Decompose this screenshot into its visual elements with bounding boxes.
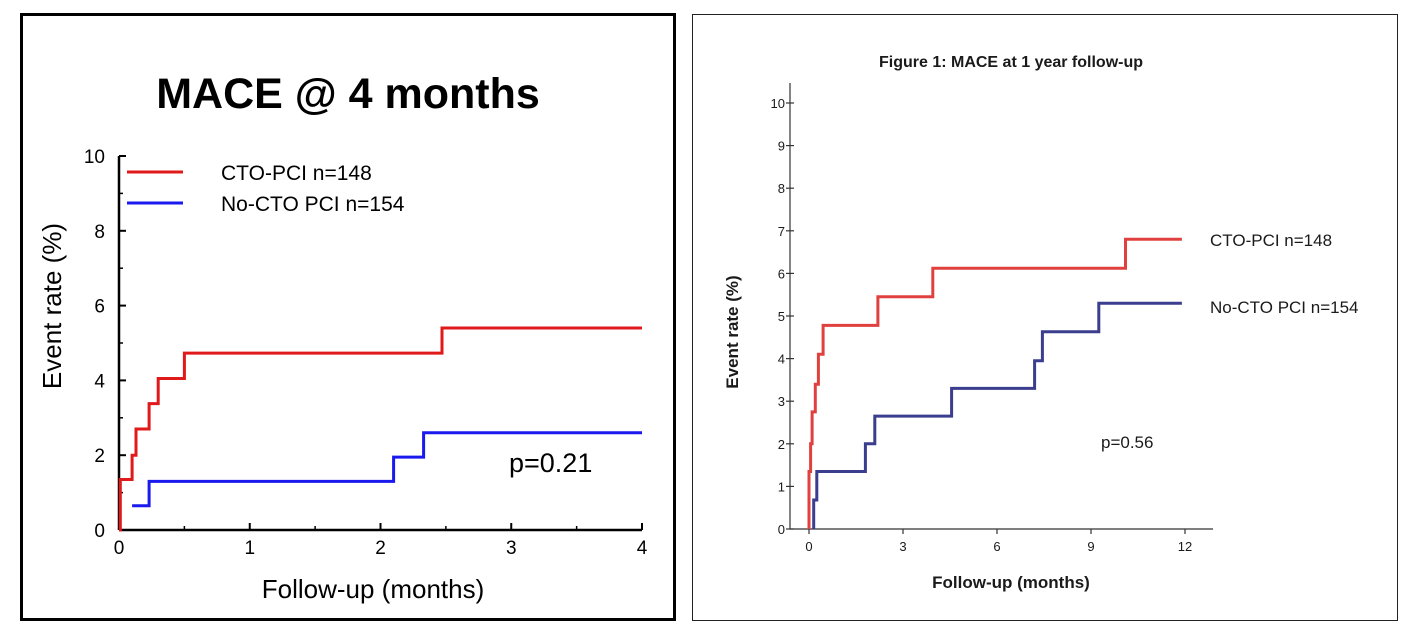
right-chart-panel: Figure 1: MACE at 1 year follow-up Event… (692, 14, 1398, 621)
right-y-tick-label: 10 (771, 96, 785, 111)
right-y-tick-label: 4 (778, 352, 785, 367)
left-y-tick-label: 6 (94, 297, 105, 318)
left-legend-label-cto: CTO-PCI n=148 (221, 162, 372, 185)
left-x-axis-label: Follow-up (months) (262, 574, 485, 604)
right-y-tick-label: 6 (778, 266, 785, 281)
left-y-tick-label: 2 (94, 446, 105, 467)
right-series-label-cto: CTO-PCI n=148 (1210, 231, 1332, 250)
left-y-axis-label: Event rate (%) (37, 223, 67, 389)
left-chart-panel: MACE @ 4 months Event rate (%) Follow-up… (20, 13, 676, 621)
left-series-no-cto-pci (132, 431, 642, 508)
right-y-tick-label: 0 (778, 522, 785, 537)
right-y-tick-label: 3 (778, 394, 785, 409)
right-y-tick-label: 7 (778, 224, 785, 239)
left-y-tick-label: 0 (94, 521, 105, 542)
left-legend-label-nocto: No-CTO PCI n=154 (221, 193, 405, 216)
left-y-tick-label: 10 (84, 147, 105, 168)
right-p-value: p=0.56 (1101, 433, 1153, 452)
right-x-tick-label: 6 (993, 539, 1000, 554)
left-series-cto-pci (118, 326, 642, 532)
right-x-tick-label: 9 (1087, 539, 1094, 554)
left-p-value: p=0.21 (509, 448, 592, 478)
right-series-no-cto-pci (812, 301, 1182, 529)
left-chart: MACE @ 4 months Event rate (%) Follow-up… (37, 70, 648, 604)
left-x-tick-label: 3 (506, 538, 517, 559)
right-y-axis-label: Event rate (%) (723, 275, 742, 388)
right-x-axis-label: Follow-up (months) (932, 573, 1090, 592)
left-x-tick-label: 4 (637, 538, 648, 559)
right-y-tick-label: 1 (778, 479, 785, 494)
left-x-tick-label: 1 (244, 538, 255, 559)
right-y-tick-label: 5 (778, 309, 785, 324)
right-series-cto-pci (807, 237, 1182, 529)
left-y-tick-label: 4 (94, 371, 105, 392)
right-chart-title: Figure 1: MACE at 1 year follow-up (879, 54, 1143, 71)
right-y-tick-label: 8 (778, 181, 785, 196)
right-chart: Figure 1: MACE at 1 year follow-up Event… (723, 54, 1359, 592)
right-y-tick-label: 9 (778, 139, 785, 154)
right-x-tick-label: 3 (899, 539, 906, 554)
right-series-label-nocto: No-CTO PCI n=154 (1210, 298, 1359, 317)
right-y-tick-label: 2 (778, 437, 785, 452)
left-x-tick-label: 2 (375, 538, 386, 559)
left-chart-title: MACE @ 4 months (156, 70, 540, 118)
right-x-tick-label: 0 (805, 539, 812, 554)
left-y-tick-label: 8 (94, 222, 105, 243)
right-x-tick-label: 12 (1178, 539, 1192, 554)
left-x-tick-label: 0 (114, 538, 125, 559)
